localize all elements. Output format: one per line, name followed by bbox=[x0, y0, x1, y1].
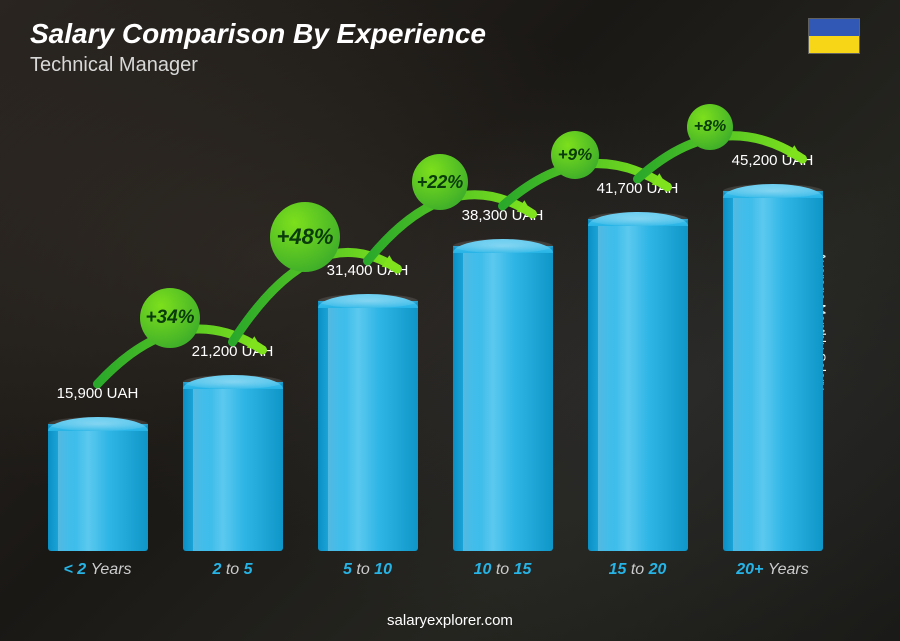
header: Salary Comparison By Experience Technica… bbox=[30, 18, 860, 77]
ukraine-flag-icon bbox=[808, 18, 860, 54]
bar-category-label: < 2 Years bbox=[63, 561, 131, 579]
bar-body bbox=[453, 246, 553, 551]
bar-value-label: 45,200 UAH bbox=[732, 152, 814, 169]
bar-group: 15,900 UAH< 2 Years bbox=[38, 385, 158, 551]
flag-top bbox=[809, 19, 859, 36]
bar-category-label: 10 to 15 bbox=[474, 561, 532, 579]
bar-cap bbox=[318, 294, 418, 308]
percent-increase-badge: +9% bbox=[551, 131, 599, 179]
bar-group: 31,400 UAH5 to 10 bbox=[308, 262, 428, 551]
footer-attribution: salaryexplorer.com bbox=[0, 612, 900, 629]
bar-cap bbox=[453, 239, 553, 253]
bar bbox=[48, 410, 148, 551]
bar-category-label: 2 to 5 bbox=[212, 561, 252, 579]
bar-group: 21,200 UAH2 to 5 bbox=[173, 343, 293, 551]
bar-body bbox=[183, 382, 283, 551]
bar-cap bbox=[723, 184, 823, 198]
bar-body bbox=[318, 301, 418, 551]
percent-increase-badge: +22% bbox=[412, 154, 468, 210]
bar-cap bbox=[183, 375, 283, 389]
percent-increase-badge: +34% bbox=[140, 288, 200, 348]
bar-value-label: 15,900 UAH bbox=[57, 385, 139, 402]
bar-group: 38,300 UAH10 to 15 bbox=[443, 207, 563, 551]
bar-value-label: 31,400 UAH bbox=[327, 262, 409, 279]
flag-bottom bbox=[809, 36, 859, 53]
bar-value-label: 21,200 UAH bbox=[192, 343, 274, 360]
bar-body bbox=[723, 191, 823, 551]
bar-cap bbox=[48, 417, 148, 431]
chart-title: Salary Comparison By Experience bbox=[30, 18, 486, 50]
bar-category-label: 5 to 10 bbox=[343, 561, 392, 579]
bar-group: 41,700 UAH15 to 20 bbox=[578, 180, 698, 551]
bar bbox=[318, 287, 418, 551]
bar-value-label: 41,700 UAH bbox=[597, 180, 679, 197]
chart-subtitle: Technical Manager bbox=[30, 54, 486, 77]
bar bbox=[453, 232, 553, 551]
bar bbox=[183, 368, 283, 551]
bar bbox=[588, 205, 688, 551]
bar-body bbox=[48, 424, 148, 551]
percent-increase-badge: +48% bbox=[270, 202, 340, 272]
percent-increase-badge: +8% bbox=[687, 104, 733, 150]
bar-category-label: 20+ Years bbox=[736, 561, 809, 579]
bar-body bbox=[588, 219, 688, 551]
bar bbox=[723, 177, 823, 551]
bar-category-label: 15 to 20 bbox=[609, 561, 667, 579]
chart-area: 15,900 UAH< 2 Years21,200 UAH2 to 531,40… bbox=[30, 101, 840, 581]
bar-cap bbox=[588, 212, 688, 226]
title-block: Salary Comparison By Experience Technica… bbox=[30, 18, 486, 77]
bar-group: 45,200 UAH20+ Years bbox=[713, 152, 833, 551]
bar-value-label: 38,300 UAH bbox=[462, 207, 544, 224]
chart-container: Salary Comparison By Experience Technica… bbox=[0, 0, 900, 641]
